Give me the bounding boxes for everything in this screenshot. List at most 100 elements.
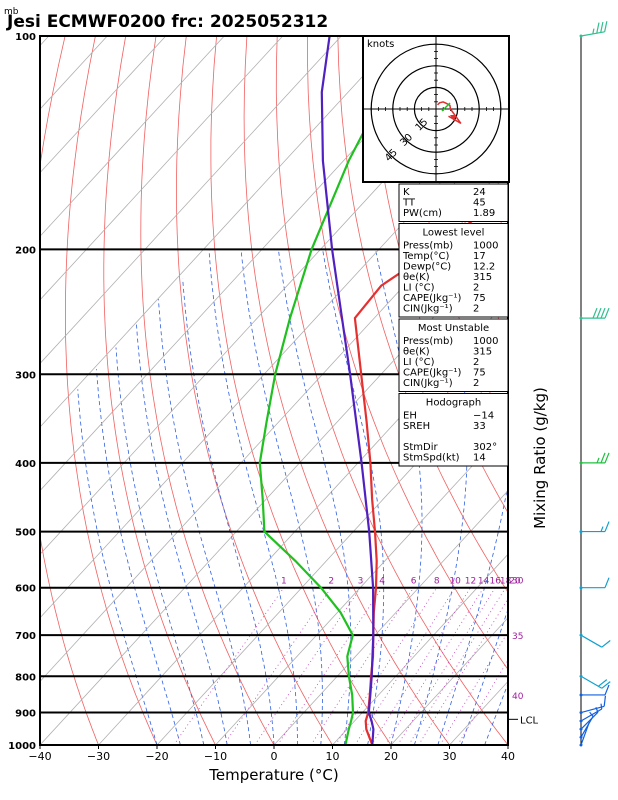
moist-adiabat [136, 324, 228, 745]
parcel-profile [320, 36, 375, 745]
stat-value: 1000 [473, 241, 498, 252]
stat-value: 45 [473, 198, 486, 209]
isotherm [332, 553, 508, 745]
moist-adiabat [77, 389, 158, 745]
stat-label: Press(mb) [403, 241, 453, 252]
stat-label: TT [402, 198, 416, 209]
barb-full [604, 521, 610, 532]
barb-full [603, 695, 607, 707]
barb-full [597, 679, 608, 687]
barb-full [604, 452, 610, 464]
stat-label: Temp(°C) [402, 251, 450, 262]
moist-adiabat [507, 743, 508, 745]
mixing-ratio-label: 12 [465, 577, 476, 587]
barb-dot [579, 34, 583, 38]
mixing-ratio-line [335, 587, 438, 745]
wind-barb [579, 684, 610, 697]
isotherm [273, 490, 508, 745]
y-tick-label: 900 [15, 709, 36, 720]
stat-value: 33 [473, 421, 486, 432]
barb-staff [580, 711, 599, 730]
mixing-ratio-line [223, 587, 332, 745]
y-tick-label: 100 [15, 32, 36, 43]
stat-value: 2 [473, 378, 479, 389]
barb-half [596, 457, 600, 464]
stat-label: LI (°C) [403, 357, 435, 368]
x-tick-label: 0 [271, 750, 278, 763]
stats-section-box [398, 393, 509, 467]
hodograph-units-label: knots [367, 39, 394, 50]
stat-value: 75 [473, 368, 486, 379]
dry-adiabat [243, 36, 450, 745]
barb-dot [579, 461, 583, 465]
stat-value: 12.2 [473, 262, 495, 273]
barb-full [600, 307, 606, 319]
wind-barb [579, 521, 610, 534]
wind-barb [579, 577, 610, 590]
x-tick-label: −40 [28, 750, 51, 763]
moist-adiabat [158, 299, 251, 745]
barb-dot [579, 586, 583, 590]
barb-full [604, 684, 610, 696]
barb-half [589, 711, 594, 717]
wind-barb [579, 703, 603, 723]
wind-barb-column [579, 21, 611, 747]
stat-value: 1.89 [473, 208, 495, 219]
moist-adiabat [322, 249, 385, 745]
x-tick-label: 40 [501, 750, 515, 763]
mixing-ratio-label: 1 [281, 577, 287, 587]
stat-value: 24 [473, 187, 486, 198]
x-axis-label: Temperature (°C) [208, 766, 338, 784]
y-tick-label: 500 [15, 528, 36, 539]
mixing-ratio-label: 16 [490, 577, 502, 587]
stats-section-title: Most Unstable [418, 323, 489, 334]
theta-e-label: 35 [512, 632, 523, 642]
stats-top-box [398, 183, 509, 222]
moist-adiabat [375, 249, 423, 745]
mixing-ratio-label: 2 [328, 577, 334, 587]
stat-label: CIN(Jkg⁻¹) [403, 378, 453, 389]
background-reference-lines [40, 36, 508, 745]
barb-dot [579, 693, 583, 697]
mixing-ratio-label: 3 [358, 577, 364, 587]
dry-adiabat [337, 36, 508, 594]
barb-dot [579, 674, 583, 678]
stat-value: 2 [473, 283, 479, 294]
isotherm [390, 617, 508, 745]
barb-full [596, 22, 600, 34]
stat-label: θe(K) [403, 272, 430, 283]
dry-adiabat [367, 36, 508, 514]
storm-motion-marker [450, 115, 456, 121]
wind-barb [579, 21, 608, 38]
mixing-ratio-line [310, 587, 414, 745]
wind-barb [579, 452, 610, 465]
stat-label: Dewp(°C) [403, 262, 451, 273]
barb-staff [580, 634, 603, 648]
mixing-ratio-label: 10 [449, 577, 461, 587]
barb-staff [580, 705, 605, 714]
hodograph-ring [413, 86, 459, 132]
stat-label: θe(K) [403, 347, 430, 358]
barb-full [600, 21, 604, 33]
y-tick-label: 800 [15, 672, 36, 683]
stat-label: PW(cm) [403, 208, 442, 219]
x-tick-label: 10 [326, 750, 340, 763]
x-tick-label: −30 [87, 750, 110, 763]
dry-adiabat [275, 36, 508, 745]
barb-full [601, 640, 611, 648]
stat-label: LI (°C) [403, 283, 435, 294]
barb-dot [579, 727, 583, 731]
stat-label: StmDir [403, 442, 438, 453]
stat-label: K [403, 187, 410, 198]
barb-dot [579, 633, 583, 637]
moist-adiabat [182, 278, 275, 745]
barb-full [604, 21, 608, 32]
stability-indices-table: K 24 TT 45 PW(cm) 1.89 Lowest level Press(mb) 10… [398, 183, 509, 467]
isotherm [40, 36, 225, 237]
stat-value: 2 [473, 357, 479, 368]
barb-full [601, 681, 611, 689]
barb-dot [579, 530, 583, 534]
barb-staff [580, 708, 603, 722]
